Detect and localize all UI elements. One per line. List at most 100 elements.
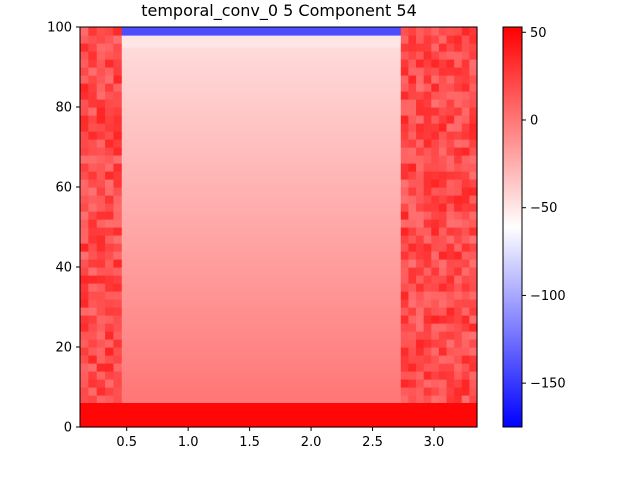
heatmap-cell xyxy=(439,99,447,108)
heatmap-cell xyxy=(462,291,470,300)
heatmap-cell xyxy=(113,283,122,292)
heatmap-cell xyxy=(122,155,402,164)
heatmap-cell xyxy=(424,299,432,308)
heatmap-cell xyxy=(113,347,122,356)
heatmap-cell xyxy=(424,107,432,116)
heatmap-cell xyxy=(113,59,122,68)
heatmap-cell xyxy=(401,83,409,92)
heatmap-cell xyxy=(122,67,402,76)
heatmap-cell xyxy=(97,195,106,204)
heatmap-cell xyxy=(113,123,122,132)
heatmap-cell xyxy=(424,35,432,44)
heatmap-cell xyxy=(431,243,439,252)
heatmap-cell xyxy=(462,267,470,276)
heatmap-cell xyxy=(447,251,455,260)
heatmap-cell xyxy=(88,59,97,68)
heatmap-cell xyxy=(431,155,439,164)
heatmap-cell xyxy=(401,283,409,292)
heatmap-cell xyxy=(97,131,106,140)
heatmap-cell xyxy=(454,147,462,156)
heatmap-cell xyxy=(424,395,432,404)
heatmap-cell xyxy=(469,235,477,244)
heatmap-cell xyxy=(97,267,106,276)
heatmap-cell xyxy=(454,91,462,100)
heatmap-cell xyxy=(88,331,97,340)
heatmap-cell xyxy=(462,115,470,124)
heatmap-cell xyxy=(97,211,106,220)
heatmap-cell xyxy=(439,339,447,348)
heatmap-cell xyxy=(462,219,470,228)
heatmap-cell xyxy=(122,123,402,132)
heatmap-cell xyxy=(424,355,432,364)
heatmap-cell xyxy=(122,47,402,52)
heatmap-cell xyxy=(469,27,477,36)
heatmap-cell xyxy=(447,291,455,300)
heatmap-cell xyxy=(431,363,439,372)
heatmap-cell xyxy=(401,227,409,236)
heatmap-cell xyxy=(88,35,97,44)
heatmap-cell xyxy=(401,59,409,68)
heatmap-cell xyxy=(122,283,402,292)
heatmap-cell xyxy=(80,83,89,92)
y-axis: 020406080100 xyxy=(47,21,80,436)
heatmap-cell xyxy=(416,83,424,92)
heatmap-cell xyxy=(408,331,416,340)
heatmap-cell xyxy=(97,179,106,188)
heatmap-cell xyxy=(454,355,462,364)
heatmap-cell xyxy=(105,355,114,364)
heatmap-cell xyxy=(113,27,122,36)
heatmap-cell xyxy=(462,315,470,324)
heatmap-cell xyxy=(408,83,416,92)
heatmap-cell xyxy=(401,43,409,52)
heatmap-cell xyxy=(424,51,432,60)
heatmap-cell xyxy=(431,371,439,380)
heatmap-cell xyxy=(431,171,439,180)
heatmap-cell xyxy=(113,91,122,100)
heatmap-cell xyxy=(97,363,106,372)
x-tick-label: 2.5 xyxy=(362,435,383,450)
heatmap-cell xyxy=(424,291,432,300)
heatmap-cell xyxy=(424,67,432,76)
heatmap-cell xyxy=(424,211,432,220)
heatmap-cell xyxy=(80,227,89,236)
heatmap-cell xyxy=(80,123,89,132)
heatmap-cell xyxy=(105,91,114,100)
heatmap-cell xyxy=(439,163,447,172)
heatmap-cell xyxy=(113,219,122,228)
heatmap-cell xyxy=(408,115,416,124)
heatmap-cell xyxy=(439,123,447,132)
heatmap-cell xyxy=(447,227,455,236)
heatmap-cell xyxy=(97,99,106,108)
heatmap-cell xyxy=(462,59,470,68)
heatmap-cell xyxy=(80,59,89,68)
heatmap-cell xyxy=(88,83,97,92)
heatmap-cell xyxy=(122,339,402,348)
heatmap-cell xyxy=(424,267,432,276)
heatmap-cell xyxy=(401,211,409,220)
heatmap-cell xyxy=(408,195,416,204)
heatmap-cell xyxy=(97,355,106,364)
heatmap-cell xyxy=(97,379,106,388)
heatmap-cell xyxy=(439,251,447,260)
heatmap-cell xyxy=(122,371,402,380)
heatmap-cell xyxy=(447,235,455,244)
heatmap-cell xyxy=(462,387,470,396)
heatmap-cell xyxy=(401,243,409,252)
heatmap-cell xyxy=(454,227,462,236)
heatmap-cell xyxy=(462,155,470,164)
heatmap-cell xyxy=(439,267,447,276)
heatmap-cell xyxy=(424,243,432,252)
heatmap-cell xyxy=(408,147,416,156)
heatmap-cell xyxy=(113,171,122,180)
heatmap-cell xyxy=(105,83,114,92)
heatmap-cell xyxy=(416,99,424,108)
heatmap-cell xyxy=(469,251,477,260)
heatmap-cell xyxy=(97,115,106,124)
heatmap-cell xyxy=(80,155,89,164)
heatmap-cell xyxy=(105,59,114,68)
heatmap-cell xyxy=(416,235,424,244)
chart-title: temporal_conv_0 5 Component 54 xyxy=(141,1,417,21)
heatmap-cell xyxy=(122,83,402,92)
x-axis: 0.5 1.0 1.5 2.0 2.5 3.0 xyxy=(116,427,444,450)
heatmap-cell xyxy=(416,147,424,156)
